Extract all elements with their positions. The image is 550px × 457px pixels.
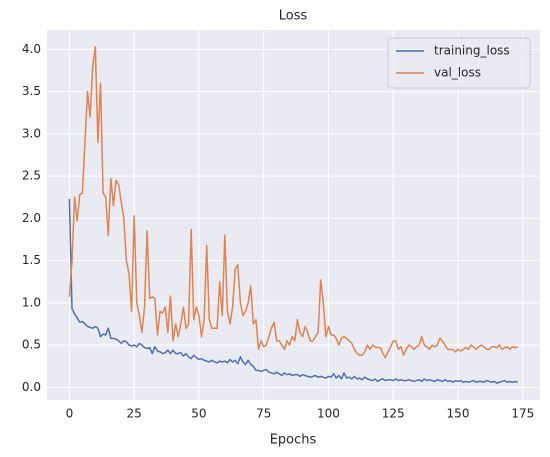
x-tick-label: 25 bbox=[127, 407, 142, 421]
x-tick-label: 100 bbox=[317, 407, 340, 421]
x-tick-label: 125 bbox=[382, 407, 405, 421]
y-tick-label: 0.0 bbox=[22, 380, 41, 394]
line-series bbox=[68, 198, 518, 384]
y-tick-label: 0.5 bbox=[22, 338, 41, 352]
y-tick-label: 2.0 bbox=[22, 211, 41, 225]
y-tick-label: 1.5 bbox=[22, 253, 41, 267]
x-tick-label: 150 bbox=[447, 407, 470, 421]
x-tick-label: 75 bbox=[256, 407, 271, 421]
line-series bbox=[68, 46, 518, 359]
x-tick-label: 175 bbox=[511, 407, 534, 421]
x-tick-label: 50 bbox=[191, 407, 206, 421]
y-tick-label: 4.0 bbox=[22, 42, 41, 56]
y-tick-label: 3.5 bbox=[22, 84, 41, 98]
y-tick-label: 3.0 bbox=[22, 126, 41, 140]
legend-label: val_loss bbox=[434, 66, 481, 80]
x-tick-label: 0 bbox=[66, 407, 74, 421]
legend-label: training_loss bbox=[434, 44, 510, 58]
y-tick-label: 1.0 bbox=[22, 295, 41, 309]
y-tick-label: 2.5 bbox=[22, 169, 41, 183]
chart-title: Loss bbox=[279, 9, 308, 24]
x-axis-label: Epochs bbox=[270, 433, 317, 448]
